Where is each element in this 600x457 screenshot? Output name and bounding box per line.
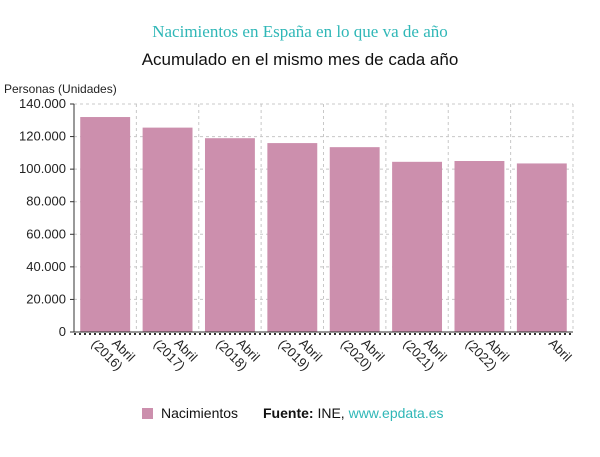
x-tick-label: Abril	[546, 336, 575, 365]
y-tick-label: 120.000	[19, 129, 66, 144]
legend-swatch	[142, 407, 153, 419]
source-note: Fuente: INE, www.epdata.es	[263, 405, 444, 421]
bar	[454, 161, 505, 332]
legend-label: Nacimientos	[161, 405, 239, 421]
chart-title: Nacimientos en España en lo que va de añ…	[152, 22, 448, 41]
bar	[204, 138, 255, 332]
y-axis-label: Personas (Unidades)	[4, 82, 117, 96]
chart-subtitle: Acumulado en el mismo mes de cada año	[141, 50, 459, 69]
y-tick-label: 40.000	[26, 259, 66, 274]
y-tick-label: 60.000	[26, 226, 66, 241]
y-tick-label: 100.000	[19, 161, 66, 176]
bar	[392, 161, 443, 332]
source-label: Fuente:	[263, 405, 314, 421]
y-tick-label: 20.000	[26, 291, 66, 306]
bar	[329, 147, 380, 332]
source-name: INE,	[317, 405, 345, 421]
bar	[142, 127, 193, 332]
bar	[267, 143, 318, 332]
y-tick-label: 80.000	[26, 194, 66, 209]
bar	[516, 163, 567, 332]
y-tick-label: 0	[59, 324, 66, 339]
source-link[interactable]: www.epdata.es	[348, 405, 444, 421]
bar	[80, 117, 131, 333]
y-tick-label: 140.000	[19, 96, 66, 111]
legend: Nacimientos	[142, 405, 238, 421]
